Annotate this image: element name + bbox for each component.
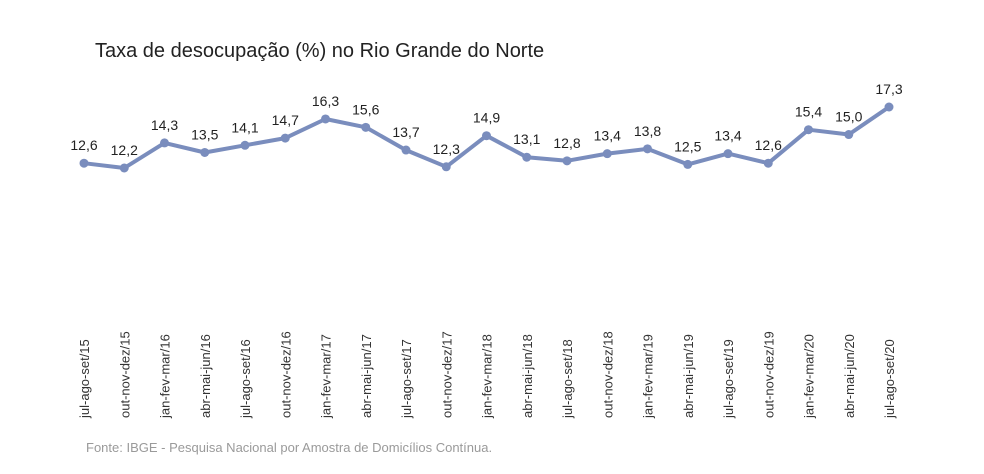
x-tick-label: jul-ago-set/15 xyxy=(77,339,92,419)
x-tick-label: out-nov-dez/16 xyxy=(278,331,293,418)
data-point xyxy=(119,163,129,173)
data-label: 12,6 xyxy=(70,137,97,153)
data-label: 15,0 xyxy=(835,109,862,125)
data-label: 16,3 xyxy=(312,93,339,109)
x-tick-label: abr-mai-jun/20 xyxy=(842,334,857,418)
data-label: 12,2 xyxy=(111,142,138,158)
data-point xyxy=(763,158,773,168)
x-tick-label: jul-ago-set/17 xyxy=(399,339,414,419)
data-point xyxy=(723,149,733,159)
x-tick-label: jul-ago-set/19 xyxy=(721,339,736,419)
x-tick-label: out-nov-dez/19 xyxy=(761,331,776,418)
data-label: 12,5 xyxy=(674,138,701,154)
data-label: 15,4 xyxy=(795,104,822,120)
data-point xyxy=(844,130,854,140)
x-tick-label: jan-fev-mar/19 xyxy=(641,334,656,419)
data-label: 13,4 xyxy=(594,128,621,144)
x-tick-label: jan-fev-mar/18 xyxy=(480,334,495,419)
x-tick-label: abr-mai-jun/17 xyxy=(359,334,374,418)
data-point xyxy=(602,149,612,159)
data-label: 14,1 xyxy=(231,119,258,135)
data-label: 13,7 xyxy=(392,124,419,140)
data-point xyxy=(79,158,89,168)
data-label: 14,7 xyxy=(272,112,299,128)
x-tick-label: jul-ago-set/20 xyxy=(882,339,897,419)
x-tick-label: out-nov-dez/18 xyxy=(600,331,615,418)
data-point xyxy=(200,147,210,157)
data-point xyxy=(441,162,451,172)
x-tick-label: jul-ago-set/18 xyxy=(560,339,575,419)
x-tick-label: abr-mai-jun/19 xyxy=(681,334,696,418)
data-label: 13,8 xyxy=(634,123,661,139)
data-label: 12,6 xyxy=(755,137,782,153)
x-tick-label: out-nov-dez/17 xyxy=(439,331,454,418)
x-tick-label: jan-fev-mar/20 xyxy=(802,334,817,419)
data-label: 14,3 xyxy=(151,117,178,133)
chart-source: Fonte: IBGE - Pesquisa Nacional por Amos… xyxy=(86,440,493,455)
data-point xyxy=(683,159,693,169)
data-point xyxy=(482,131,491,141)
data-point xyxy=(562,156,572,166)
x-tick-label: abr-mai-jun/18 xyxy=(520,334,535,418)
data-label: 12,8 xyxy=(553,135,580,151)
data-label: 13,4 xyxy=(714,128,741,144)
x-tick-label: jan-fev-mar/17 xyxy=(319,334,334,419)
data-point xyxy=(884,102,894,112)
data-point xyxy=(160,138,169,148)
data-point xyxy=(522,152,532,162)
data-label: 17,3 xyxy=(875,81,902,97)
x-tick-label: jul-ago-set/16 xyxy=(238,339,253,419)
data-label: 13,5 xyxy=(191,126,218,142)
data-point xyxy=(804,125,813,135)
data-point xyxy=(643,144,652,154)
data-label: 13,1 xyxy=(513,131,540,147)
x-tick-label: out-nov-dez/15 xyxy=(117,331,132,418)
chart-title: Taxa de desocupação (%) no Rio Grande do… xyxy=(95,40,545,62)
x-tick-label: abr-mai-jun/16 xyxy=(198,334,213,418)
x-tick-label: jan-fev-mar/16 xyxy=(158,334,173,419)
data-label: 12,3 xyxy=(433,141,460,157)
data-point xyxy=(401,145,411,155)
data-point xyxy=(240,140,250,150)
data-label: 14,9 xyxy=(473,110,500,126)
data-point xyxy=(280,133,290,143)
data-point xyxy=(321,114,330,124)
data-point xyxy=(361,122,371,132)
data-label: 15,6 xyxy=(352,101,379,117)
